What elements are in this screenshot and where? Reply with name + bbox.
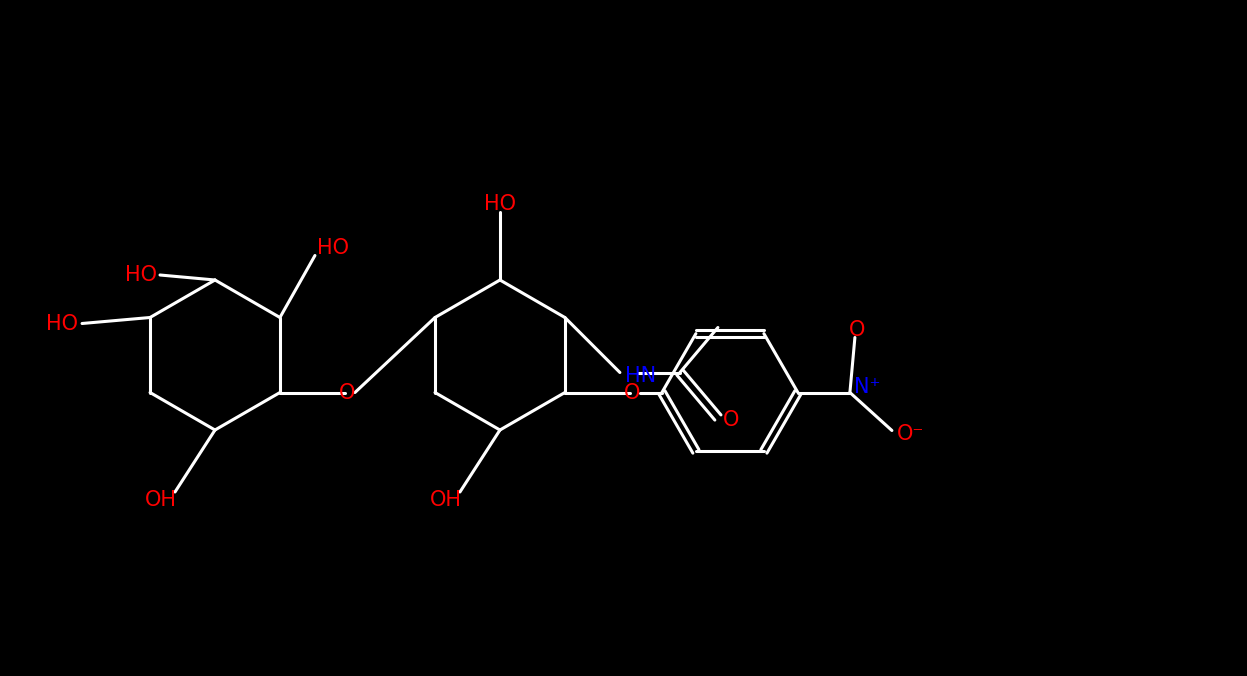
Text: N⁺: N⁺ <box>854 377 880 397</box>
Text: O: O <box>339 383 355 402</box>
Text: OH: OH <box>430 490 461 510</box>
Text: HO: HO <box>125 265 157 285</box>
Text: HO: HO <box>46 314 79 333</box>
Text: HO: HO <box>484 194 516 214</box>
Text: HO: HO <box>317 237 349 258</box>
Text: HN: HN <box>625 366 656 385</box>
Text: O: O <box>849 320 865 339</box>
Text: O: O <box>723 410 739 431</box>
Text: O⁻: O⁻ <box>897 423 924 443</box>
Text: OH: OH <box>145 490 177 510</box>
Text: O: O <box>624 383 640 402</box>
